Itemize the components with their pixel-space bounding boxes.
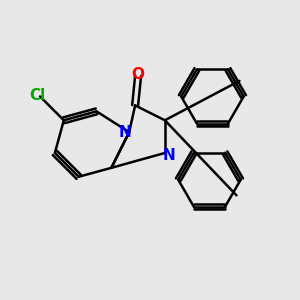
Text: Cl: Cl [29, 88, 45, 103]
Text: O: O [132, 67, 145, 82]
Text: N: N [163, 148, 176, 164]
Text: N: N [118, 125, 131, 140]
